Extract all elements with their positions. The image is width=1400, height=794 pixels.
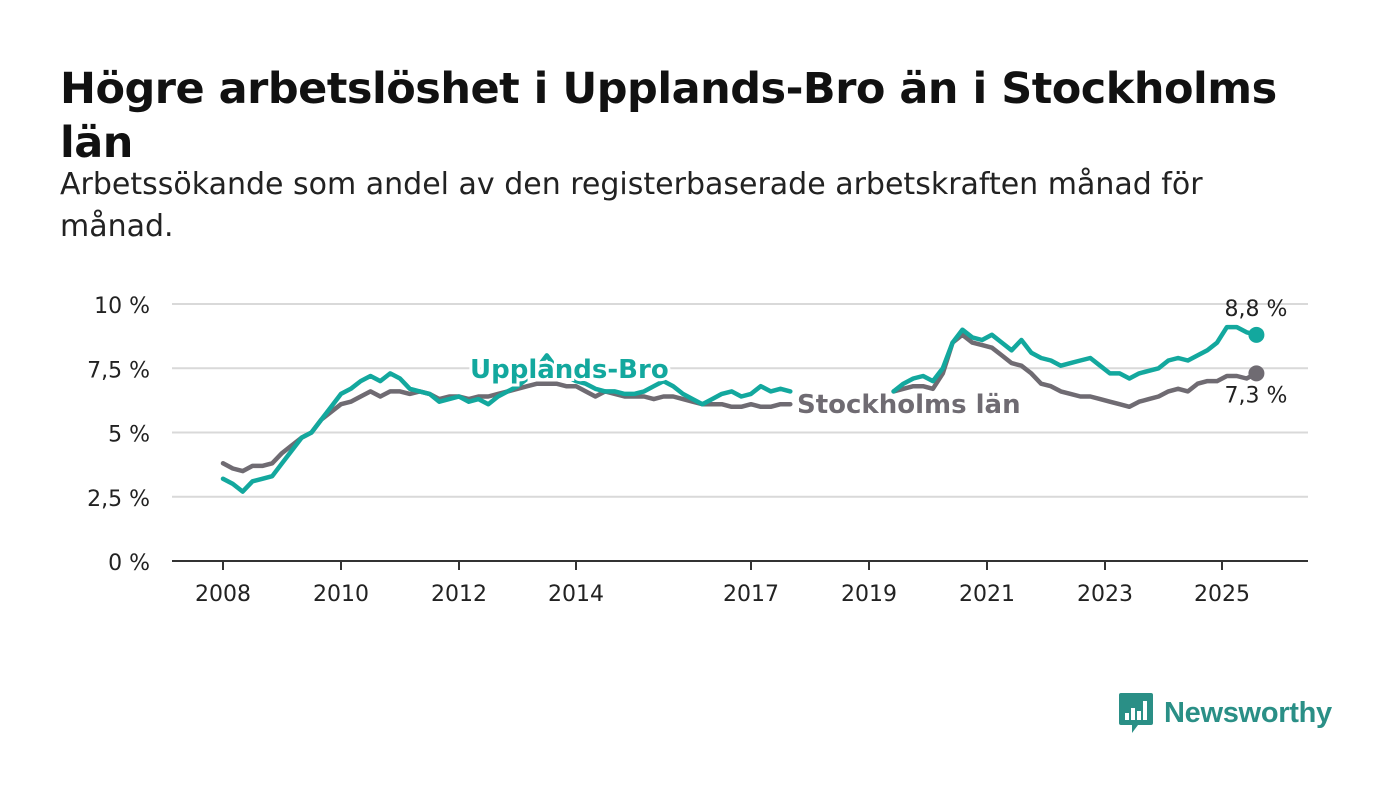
y-tick-label: 10 % bbox=[94, 294, 150, 319]
y-tick-label: 7,5 % bbox=[87, 358, 150, 383]
brand-logo: Newsworthy bbox=[1118, 689, 1332, 737]
y-tick-label: 2,5 % bbox=[87, 487, 150, 512]
brand-name: Newsworthy bbox=[1164, 696, 1332, 729]
x-tick-label: 2017 bbox=[723, 582, 779, 607]
x-tick-label: 2008 bbox=[195, 582, 251, 607]
x-tick-label: 2021 bbox=[959, 582, 1015, 607]
x-tick-label: 2012 bbox=[431, 582, 487, 607]
newsworthy-logo-icon bbox=[1119, 693, 1153, 733]
x-tick-label: 2019 bbox=[841, 582, 897, 607]
chart-subtitle: Arbetssökande som andel av den registerb… bbox=[60, 167, 1203, 244]
x-tick-label: 2014 bbox=[548, 582, 604, 607]
chart-title: Högre arbetslöshet i Upplands-Bro än i S… bbox=[60, 64, 1277, 168]
x-tick-label: 2025 bbox=[1194, 582, 1250, 607]
x-tick-label: 2010 bbox=[313, 582, 369, 607]
y-tick-label: 5 % bbox=[108, 423, 150, 448]
series-end-label: 8,8 % bbox=[1225, 297, 1288, 322]
series-line-upplands-bro bbox=[220, 324, 1259, 494]
series-end-dot bbox=[1248, 326, 1265, 343]
series-end-label: 7,3 % bbox=[1225, 383, 1288, 408]
y-tick-label: 0 % bbox=[108, 551, 150, 576]
series-end-dot bbox=[1248, 365, 1265, 382]
x-tick-label: 2023 bbox=[1077, 582, 1133, 607]
series-label: Upplands-Bro bbox=[470, 355, 669, 385]
series-label: Stockholms län bbox=[797, 390, 1021, 420]
series-line-stockholms-län bbox=[220, 332, 1259, 474]
